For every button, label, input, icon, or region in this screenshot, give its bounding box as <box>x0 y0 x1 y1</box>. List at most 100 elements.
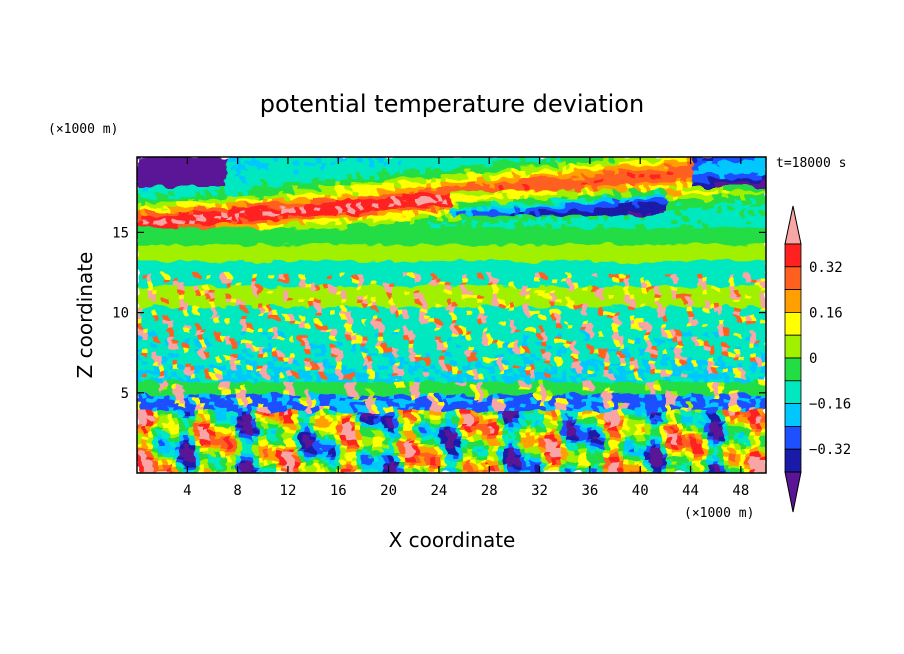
field-cell <box>220 443 227 449</box>
field-cell <box>137 418 143 424</box>
field-cell <box>561 376 568 382</box>
field-cell <box>639 302 646 308</box>
field-cell <box>582 381 589 387</box>
field-cell <box>351 464 358 470</box>
field-cell <box>550 381 557 387</box>
field-cell <box>330 335 337 341</box>
field-cell <box>220 343 227 349</box>
field-cell <box>655 360 662 366</box>
field-cell <box>435 306 442 312</box>
field-cell <box>519 426 526 432</box>
field-cell <box>739 410 746 416</box>
field-cell <box>419 401 426 407</box>
field-cell <box>147 426 154 432</box>
field-cell <box>157 335 164 341</box>
field-cell <box>236 352 243 357</box>
field-cell <box>293 360 300 366</box>
field-cell <box>723 360 730 366</box>
field-cell <box>220 447 227 453</box>
field-cell <box>209 414 217 420</box>
field-cell <box>398 343 405 349</box>
field-cell <box>660 389 667 395</box>
field-cell <box>534 393 542 399</box>
field-cell <box>183 331 190 337</box>
field-cell <box>655 302 662 308</box>
field-cell <box>288 447 295 453</box>
field-cell <box>403 397 410 403</box>
field-cell <box>220 431 227 436</box>
field-cell <box>320 447 327 453</box>
field-cell <box>440 347 447 353</box>
field-cell <box>388 335 395 341</box>
field-cell <box>419 364 426 370</box>
field-cell <box>236 322 243 328</box>
field-cell <box>189 368 196 374</box>
field-cell <box>377 343 384 349</box>
field-cell <box>529 397 536 403</box>
field-cell <box>472 343 479 349</box>
field-cell <box>461 447 468 453</box>
field-cell <box>209 464 217 470</box>
field-cell <box>482 302 489 308</box>
field-cell <box>272 381 279 387</box>
field-cell <box>168 339 175 345</box>
field-cell <box>493 297 500 303</box>
field-cell <box>477 443 484 449</box>
field-cell <box>241 327 248 333</box>
field-cell <box>283 364 290 370</box>
field-cell <box>388 401 395 407</box>
field-cell <box>424 306 431 312</box>
field-cell <box>597 352 604 357</box>
field-cell <box>398 381 405 387</box>
field-cell <box>241 385 248 391</box>
field-cell <box>671 468 678 473</box>
field-cell <box>466 297 473 303</box>
field-cell <box>246 435 253 441</box>
field-cell <box>251 435 258 441</box>
field-cell <box>697 356 704 362</box>
field-cell <box>393 318 400 324</box>
field-cell <box>529 381 536 387</box>
field-cell <box>760 464 766 470</box>
field-cell <box>477 381 484 387</box>
field-cell <box>550 460 557 466</box>
field-cell <box>624 339 631 345</box>
field-cell <box>713 439 720 445</box>
field-cell <box>550 306 557 312</box>
field-cell <box>299 318 306 324</box>
field-cell <box>503 431 510 436</box>
field-cell <box>330 439 337 445</box>
field-cell <box>645 418 652 424</box>
field-cell <box>341 431 348 436</box>
field-cell <box>755 306 762 312</box>
field-cell <box>571 381 578 387</box>
field-cell <box>503 297 510 303</box>
field-cell <box>639 372 646 378</box>
field-cell <box>435 406 442 412</box>
field-cell <box>723 455 730 461</box>
field-cell <box>744 331 751 337</box>
field-cell <box>309 297 316 303</box>
field-cell <box>199 426 206 432</box>
field-cell <box>592 318 599 324</box>
field-cell <box>341 306 348 312</box>
field-cell <box>199 302 206 308</box>
field-cell <box>299 310 306 316</box>
field-cell <box>629 310 636 316</box>
field-cell <box>519 418 526 424</box>
field-cell <box>508 439 515 445</box>
field-cell <box>272 393 279 399</box>
field-cell <box>377 314 384 320</box>
field-cell <box>230 381 237 387</box>
field-cell <box>398 397 405 403</box>
field-cell <box>204 410 211 416</box>
field-cell <box>346 418 353 424</box>
field-cell <box>655 393 662 399</box>
field-cell <box>555 397 562 403</box>
plot-area <box>137 157 766 473</box>
field-cell <box>487 435 494 441</box>
field-cell <box>230 306 237 312</box>
field-cell <box>676 310 683 316</box>
field-cell <box>267 451 274 457</box>
field-cell <box>524 347 531 353</box>
